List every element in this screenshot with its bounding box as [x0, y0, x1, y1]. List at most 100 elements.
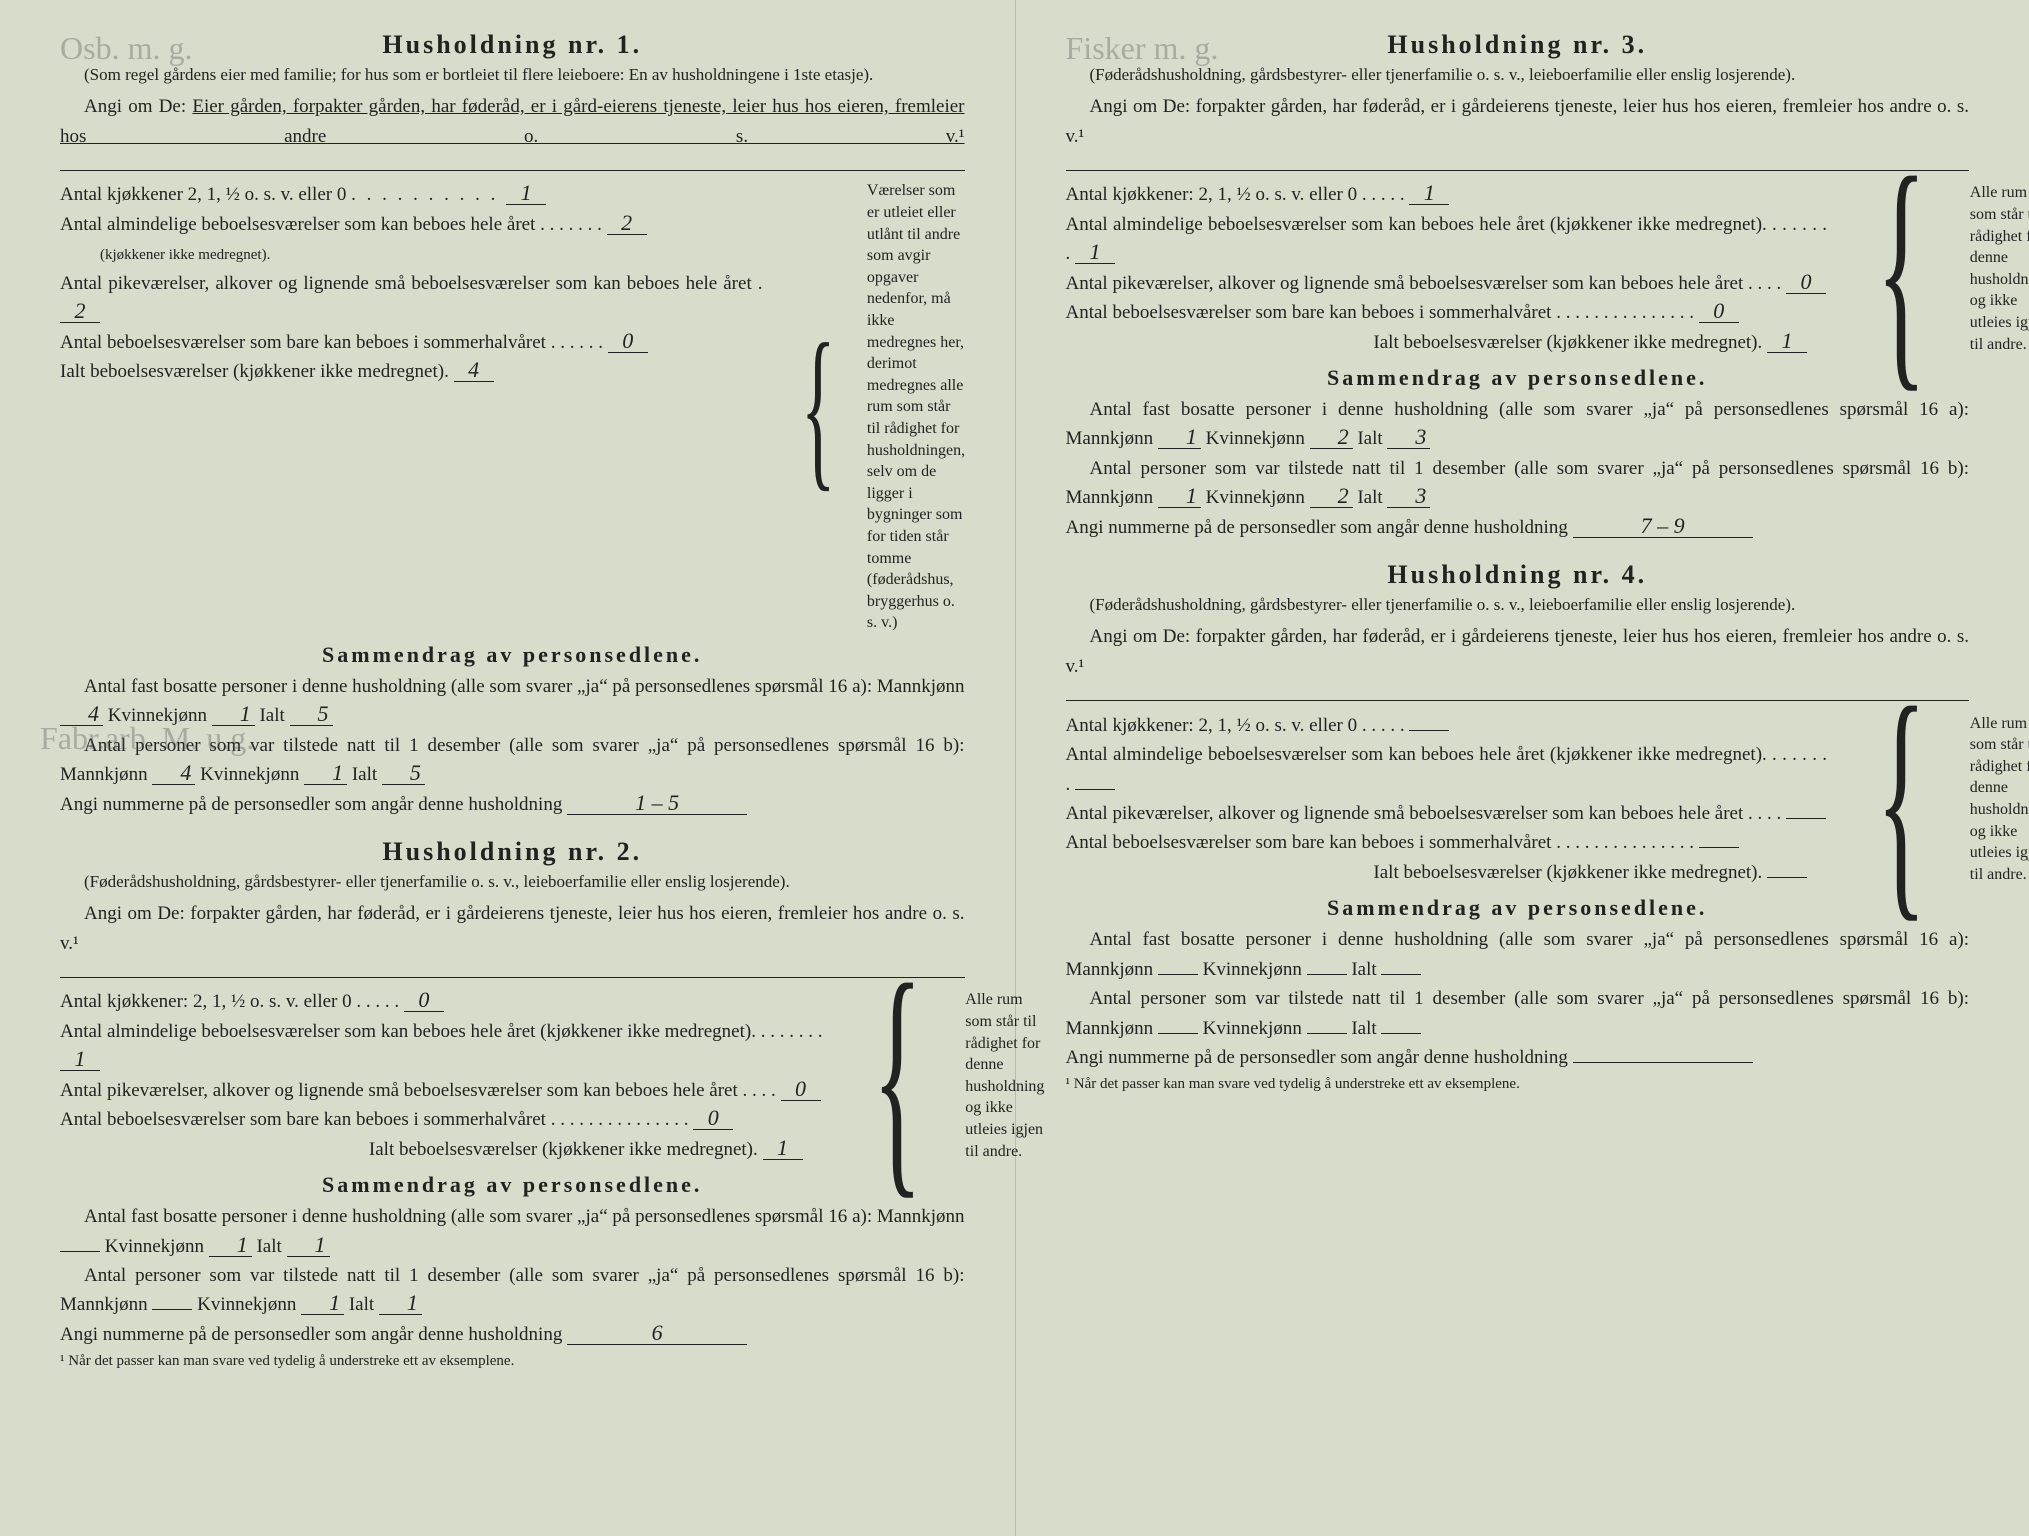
ilbl: Ialt: [259, 705, 284, 726]
h3-num-row: Angi nummerne på de personsedler som ang…: [1066, 513, 1970, 542]
note: (kjøkkener ikke medregnet).: [60, 247, 270, 263]
h2-title: Husholdning nr. 2.: [60, 837, 965, 867]
k: 2: [1310, 485, 1353, 508]
lbl: Antal pikeværelser, alkover og lignende …: [60, 273, 752, 294]
i: [1381, 974, 1421, 975]
h2-til-row: Antal personer som var tilstede natt til…: [60, 1261, 965, 1320]
h4-sidenote: { Alle rum som står til rådighet for den…: [1839, 711, 1969, 888]
m: 1: [1158, 485, 1201, 508]
klbl: Kvinnekjønn: [200, 764, 299, 785]
h3-sum-head: Sammendrag av personsedlene.: [1066, 365, 1970, 391]
lbl: Antal personer som var tilstede natt til…: [60, 1265, 965, 1315]
h2-rooms-block: Antal kjøkkener: 2, 1, ½ o. s. v. eller …: [60, 987, 965, 1164]
val: [1075, 789, 1115, 790]
footnote-left: ¹ Når det passer kan man svare ved tydel…: [60, 1353, 965, 1370]
lbl: Antal kjøkkener: 2, 1, ½ o. s. v. eller …: [1066, 715, 1358, 736]
klbl: Kvinnekjønn: [105, 1236, 204, 1257]
pre: Angi om De:: [1090, 96, 1196, 117]
pencil-note-1: Osb. m. g.: [60, 30, 192, 67]
lbl: Antal fast bosatte personer i denne hush…: [1066, 929, 1970, 979]
h3-fast-row: Antal fast bosatte personer i denne hush…: [1066, 395, 1970, 454]
val: 4: [454, 359, 494, 382]
ilbl: Ialt: [352, 764, 377, 785]
lbl: Antal beboelsesværelser som bare kan beb…: [60, 1109, 546, 1130]
sidenote-text: Alle rum som står til rådighet for denne…: [1970, 182, 2029, 355]
h2-sidenote: { Alle rum som står til rådighet for den…: [835, 987, 965, 1164]
h4-til-row: Antal personer som var tilstede natt til…: [1066, 984, 1970, 1043]
h1-subhead: (Som regel gårdens eier med familie; for…: [60, 64, 965, 86]
h3-sidenote: { Alle rum som står til rådighet for den…: [1839, 180, 1969, 357]
val: 0: [608, 330, 648, 353]
h2-kitchen-row: Antal kjøkkener: 2, 1, ½ o. s. v. eller …: [60, 987, 823, 1016]
lbl: Antal almindelige beboelsesværelser som …: [1066, 744, 1767, 765]
h2-pike-row: Antal pikeværelser, alkover og lignende …: [60, 1076, 823, 1105]
opts: forpakter gården, har føderåd, er i gård…: [1066, 626, 1970, 676]
lbl: Antal pikeværelser, alkover og lignende …: [1066, 803, 1744, 824]
m: [1158, 974, 1198, 975]
h4-subhead: (Føderådshusholdning, gårdsbestyrer- ell…: [1066, 594, 1970, 616]
ilbl: Ialt: [256, 1236, 281, 1257]
val: 1: [763, 1137, 803, 1160]
k: [1307, 1033, 1347, 1034]
h4-angi: Angi om De: forpakter gården, har føderå…: [1066, 622, 1970, 710]
left-page: Osb. m. g. Husholdning nr. 1. (Som regel…: [0, 0, 1015, 1536]
lbl: Ialt beboelsesværelser (kjøkkener ikke m…: [369, 1139, 758, 1160]
pre: Angi om De:: [84, 903, 190, 924]
h1-num-row: Angi nummerne på de personsedler som ang…: [60, 790, 965, 819]
val: 7 – 9: [1573, 515, 1753, 538]
k: 1: [209, 1234, 252, 1257]
m: [1158, 1033, 1198, 1034]
val: [1767, 877, 1807, 878]
lbl: Antal fast bosatte personer i denne hush…: [84, 676, 965, 697]
h4-ialt-row: Ialt beboelsesværelser (kjøkkener ikke m…: [1066, 858, 1828, 887]
val: 0: [693, 1107, 733, 1130]
h2-alm-row: Antal almindelige beboelsesværelser som …: [60, 1017, 823, 1076]
lbl: Ialt beboelsesværelser (kjøkkener ikke m…: [60, 361, 449, 382]
h3-angi: Angi om De: forpakter gården, har føderå…: [1066, 92, 1970, 180]
lbl: Antal almindelige beboelsesværelser som …: [60, 1021, 756, 1042]
h1-title: Husholdning nr. 1.: [60, 30, 965, 60]
klbl: Kvinnekjønn: [1206, 487, 1305, 508]
h3-rooms-block: Antal kjøkkener: 2, 1, ½ o. s. v. eller …: [1066, 180, 1970, 357]
lbl: Antal beboelsesværelser som bare kan beb…: [1066, 832, 1552, 853]
val: [1699, 847, 1739, 848]
angi-pre: Angi om De:: [84, 96, 192, 117]
h2-ialt-row: Ialt beboelsesværelser (kjøkkener ikke m…: [60, 1135, 823, 1164]
pencil-note-2: Fabr.arb. M. u.g.: [40, 720, 254, 757]
opts: forpakter gården, har føderåd, er i gård…: [60, 903, 965, 953]
h3-ialt-row: Ialt beboelsesværelser (kjøkkener ikke m…: [1066, 328, 1828, 357]
m: 1: [1158, 426, 1201, 449]
h1-som-row: Antal beboelsesværelser som bare kan beb…: [60, 328, 763, 357]
household-4: Husholdning nr. 4. (Føderådshusholdning,…: [1066, 560, 1970, 1093]
h4-som-row: Antal beboelsesværelser som bare kan beb…: [1066, 828, 1828, 857]
val: 6: [567, 1322, 747, 1345]
h1-sidenote: { Værelser som er utleiet eller utlånt t…: [775, 180, 965, 633]
k: 2: [1310, 426, 1353, 449]
ilbl: Ialt: [1351, 1018, 1376, 1039]
i: 3: [1387, 426, 1430, 449]
i: 1: [287, 1234, 330, 1257]
household-3: Husholdning nr. 3. (Føderådshusholdning,…: [1066, 30, 1970, 542]
h2-som-row: Antal beboelsesværelser som bare kan beb…: [60, 1105, 823, 1134]
h2-fast-row: Antal fast bosatte personer i denne hush…: [60, 1202, 965, 1261]
lbl: Antal beboelsesværelser som bare kan beb…: [60, 332, 546, 353]
val: 2: [60, 300, 100, 323]
opts: forpakter gården, har føderåd, er i gård…: [1066, 96, 1970, 146]
h2-num-row: Angi nummerne på de personsedler som ang…: [60, 1320, 965, 1349]
h3-subhead: (Føderådshusholdning, gårdsbestyrer- ell…: [1066, 64, 1970, 86]
ilbl: Ialt: [1357, 487, 1382, 508]
lbl: Antal almindelige beboelsesværelser som …: [60, 214, 535, 235]
h2-sum-head: Sammendrag av personsedlene.: [60, 1172, 965, 1198]
lbl: Angi nummerne på de personsedler som ang…: [1066, 1047, 1568, 1068]
i: 5: [382, 762, 425, 785]
lbl: Antal personer som var tilstede natt til…: [1066, 458, 1970, 508]
lbl: Angi nummerne på de personsedler som ang…: [1066, 517, 1568, 538]
klbl: Kvinnekjønn: [1206, 428, 1305, 449]
val: 1: [60, 1048, 100, 1071]
val: [1573, 1062, 1753, 1063]
lbl: Antal pikeværelser, alkover og lignende …: [1066, 273, 1744, 294]
h4-title: Husholdning nr. 4.: [1066, 560, 1970, 590]
val: [1409, 730, 1449, 731]
val: 0: [1699, 300, 1739, 323]
h4-rooms-block: Antal kjøkkener: 2, 1, ½ o. s. v. eller …: [1066, 711, 1970, 888]
